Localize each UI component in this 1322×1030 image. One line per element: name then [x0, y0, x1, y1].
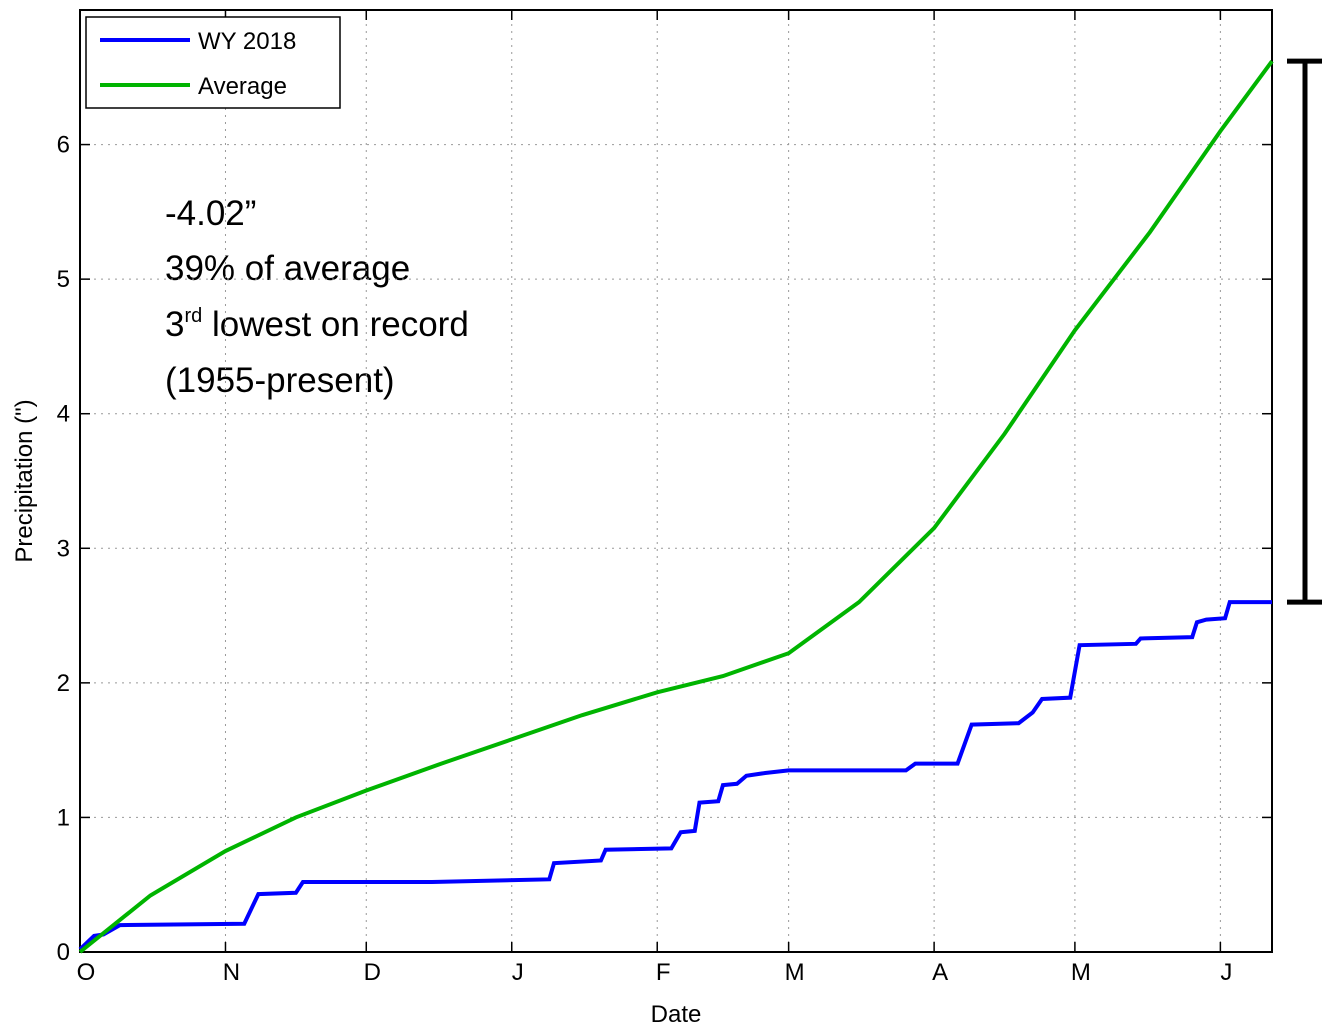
legend: WY 2018 Average: [85, 16, 341, 109]
x-tick-label: D: [364, 959, 381, 986]
annotation-text: lowest on record: [202, 305, 469, 344]
y-tick-label: 0: [57, 939, 70, 966]
legend-box: [85, 16, 341, 109]
legend-label: WY 2018: [198, 28, 296, 55]
annotation-number: 3: [165, 305, 184, 344]
y-axis-label: Precipitation ("): [11, 399, 38, 562]
x-tick-label: F: [656, 959, 671, 986]
difference-bracket: [1287, 58, 1322, 605]
x-tick-label: N: [223, 959, 240, 986]
annotation-superscript: rd: [184, 305, 202, 327]
x-tick-label: M: [785, 959, 805, 986]
y-tick-label: 2: [57, 670, 70, 697]
annotation: -4.02”: [165, 194, 256, 233]
legend-label: Average: [198, 73, 287, 100]
annotation: 3rd lowest on record: [165, 305, 469, 344]
x-tick-label: J: [1220, 959, 1232, 986]
x-tick-label: M: [1071, 959, 1091, 986]
y-tick-label: 1: [57, 804, 70, 831]
y-tick-label: 6: [57, 132, 70, 159]
annotation: 39% of average: [165, 249, 410, 288]
x-axis-label: Date: [651, 1001, 702, 1028]
x-tick-label: J: [512, 959, 524, 986]
plot-frame: [79, 9, 1273, 953]
y-tick-label: 5: [57, 266, 70, 293]
y-tick-label: 3: [57, 535, 70, 562]
y-tick-label: 4: [57, 401, 70, 428]
series-line: [78, 59, 1274, 954]
x-tick-label: A: [932, 959, 948, 986]
series-line: [78, 600, 1272, 951]
annotation: (1955-present): [165, 361, 395, 400]
x-tick-label: O: [77, 959, 96, 986]
